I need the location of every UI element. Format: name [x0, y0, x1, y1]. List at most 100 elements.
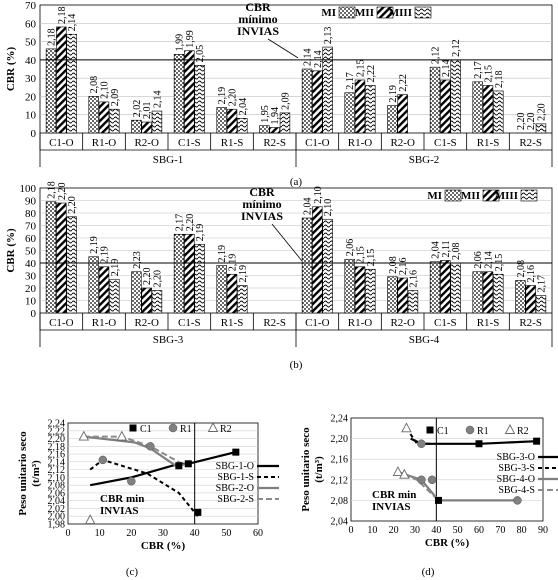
bar [344, 258, 355, 314]
y-tick-label: 80 [25, 208, 37, 220]
group-label: SBG-2 [409, 154, 440, 166]
group-label: SBG-1 [153, 154, 184, 166]
panel-label: (d) [422, 566, 435, 578]
y-tick-label: 2,04 [331, 517, 349, 528]
x-tick-label: 60 [253, 528, 263, 539]
category-label: R1-O [348, 317, 373, 329]
data-label: 1,94 [270, 107, 281, 125]
data-label: 2,23 [132, 251, 143, 269]
bar [237, 118, 248, 134]
data-label: 2,19 [217, 87, 228, 105]
bar [472, 271, 483, 314]
legend-label: MI [321, 7, 336, 19]
data-label: 2,12 [431, 47, 442, 65]
data-label: 2,08 [451, 243, 462, 261]
data-label: 2,14 [313, 50, 324, 68]
data-point [127, 477, 136, 486]
panel-label: (b) [290, 359, 303, 371]
bar [472, 81, 483, 134]
data-label: 2,15 [484, 65, 495, 83]
bar [344, 92, 355, 134]
x-tick-label: 40 [431, 525, 441, 536]
bar [216, 265, 227, 314]
data-point [146, 442, 155, 451]
data-label: 1,99 [175, 34, 186, 52]
data-label: 2,10 [323, 199, 334, 217]
bar [482, 85, 494, 134]
y-axis-label: CBR (%) [5, 228, 17, 273]
reference-arrow [271, 223, 303, 262]
data-point [116, 430, 128, 441]
reference-label: INVIAS [237, 24, 279, 38]
data-label: 2,18 [47, 181, 58, 199]
category-label: R1-O [92, 137, 117, 149]
reference-arrow [267, 38, 299, 59]
data-label: 2,10 [100, 81, 111, 99]
bar [141, 287, 152, 314]
data-label: 2,05 [195, 45, 206, 63]
data-point [533, 437, 541, 445]
category-label: R1-S [477, 137, 500, 149]
bar [269, 127, 280, 134]
bar [259, 125, 270, 134]
data-label: 2,14 [441, 59, 452, 77]
data-label: 2,06 [473, 251, 484, 269]
y-tick-label: 0 [31, 308, 37, 320]
legend-label: R1 [180, 424, 192, 435]
category-label: C1-O [305, 137, 330, 149]
data-label: 2,15 [366, 249, 377, 267]
reference-label: CBR [245, 0, 271, 14]
bar [45, 48, 57, 134]
legend-label: R1 [477, 426, 489, 437]
y-tick-label: 10 [25, 110, 37, 122]
bar [131, 271, 142, 314]
y-tick-label: 2,20 [331, 434, 349, 445]
category-label: C1-O [49, 317, 74, 329]
data-label: 2,20 [536, 103, 547, 121]
data-label: 1,95 [260, 105, 271, 123]
data-label: 2,06 [345, 239, 356, 257]
data-label: 2,08 [89, 76, 100, 94]
bar [66, 216, 77, 314]
legend-label: SBG-2-O [216, 483, 254, 494]
bar [301, 68, 313, 134]
x-tick-label: 50 [453, 525, 463, 536]
bar [194, 65, 205, 134]
data-label: 2,19 [388, 85, 399, 103]
y-axis-label: Peso unitario seco [17, 431, 29, 516]
data-label: 2,18 [494, 70, 505, 87]
data-label: 2,10 [313, 186, 324, 204]
y-tick-label: 20 [25, 91, 37, 103]
legend-label: R2 [517, 426, 529, 437]
y-tick-label: 2,20 [48, 434, 66, 445]
panel-label: (a) [290, 176, 303, 188]
bar [354, 266, 366, 314]
data-label: 2,09 [110, 89, 121, 107]
y-tick-label: 2,06 [48, 488, 66, 499]
data-label: 2,20 [57, 183, 68, 201]
x-axis-label: CBR (%) [141, 540, 186, 552]
data-label: 2,08 [388, 256, 399, 274]
y-tick-label: 2,10 [48, 473, 66, 484]
data-point [399, 468, 410, 479]
data-point [434, 496, 442, 504]
plot-frame [67, 422, 259, 525]
data-point [475, 440, 483, 448]
bar [535, 295, 547, 314]
bar [312, 70, 323, 134]
bar [535, 123, 547, 134]
legend-label: SBG-4-O [497, 474, 535, 485]
bar [109, 278, 120, 314]
bar [482, 271, 494, 314]
legend-label: R2 [220, 424, 232, 435]
y-tick-label: 30 [25, 271, 37, 283]
data-label: 2,04 [431, 241, 442, 259]
bar [515, 280, 526, 314]
data-label: 2,16 [526, 265, 537, 283]
y-tick-label: 2,24 [331, 414, 349, 425]
bar [194, 243, 205, 314]
bar [450, 262, 461, 314]
y-tick-label: 2,00 [48, 512, 66, 523]
y-tick-label: 2,16 [48, 450, 66, 461]
data-point [78, 430, 90, 441]
